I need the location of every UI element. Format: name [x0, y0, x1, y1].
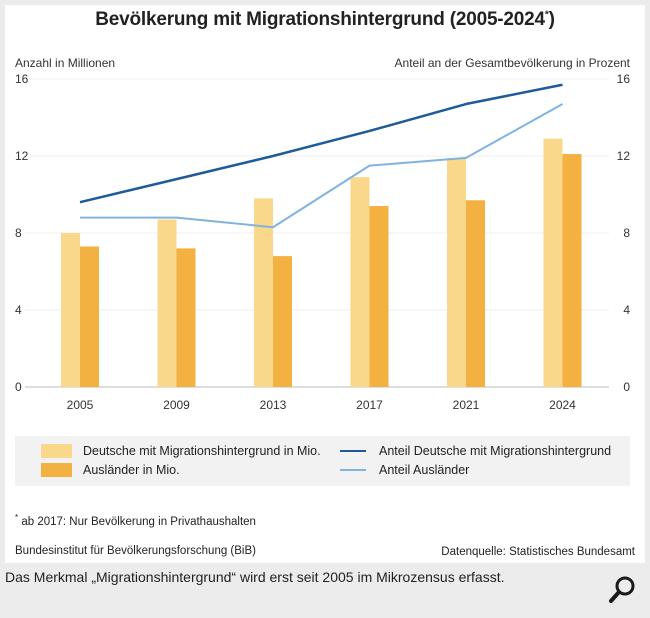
right-axis-title: Anteil an der Gesamtbevölkerung in Proze… [394, 56, 630, 70]
legend-swatch-deutsche [41, 444, 72, 458]
line-anteil-deutsche [79, 83, 563, 204]
magnifier-icon [609, 576, 635, 603]
y-tick-label: 0 [15, 380, 22, 394]
x-tick-label: 2017 [356, 398, 383, 412]
publisher-credit: Bundesinstitut für Bevölkerungsforschung… [15, 545, 256, 557]
bar-deutsche [157, 219, 177, 387]
legend-label-deutsche: Deutsche mit Migrationshintergrund in Mi… [83, 444, 321, 458]
y2-tick-label: 16 [617, 72, 631, 86]
legend-swatch-anteil-auslaender [340, 469, 366, 471]
y2-tick-label: 0 [623, 380, 630, 394]
bar-deutsche [350, 177, 370, 387]
x-tick-label: 2013 [260, 398, 287, 412]
bar-deutsche [254, 198, 273, 387]
legend-item-deutsche: Deutsche mit Migrationshintergrund in Mi… [41, 444, 321, 458]
bar-auslaender [369, 206, 389, 387]
legend-label-anteil-auslaender: Anteil Ausländer [379, 463, 470, 477]
legend-label-anteil-deutsche: Anteil Deutsche mit Migrationshintergrun… [379, 444, 612, 458]
x-tick-label: 2005 [67, 398, 94, 412]
legend: Deutsche mit Migrationshintergrund in Mi… [15, 436, 630, 486]
bar-deutsche [543, 138, 563, 387]
line-anteil-auslaender [80, 103, 563, 229]
title-footnote-marker: * [544, 9, 549, 21]
legend-swatch-auslaender [41, 463, 72, 477]
y2-tick-label: 12 [617, 149, 631, 163]
y-tick-label: 4 [15, 303, 22, 317]
bar-auslaender [562, 154, 582, 387]
footnote: * ab 2017: Nur Bevölkerung in Privathaus… [15, 513, 256, 528]
bar-auslaender [80, 246, 99, 387]
bar-auslaender [466, 200, 485, 387]
legend-item-auslaender: Ausländer in Mio. [41, 463, 180, 477]
chart-title: Bevölkerung mit Migrationshintergrund (2… [95, 9, 555, 30]
y-tick-label: 12 [15, 149, 29, 163]
x-tick-label: 2024 [549, 398, 576, 412]
legend-label-auslaender: Ausländer in Mio. [83, 463, 180, 477]
left-axis-title: Anzahl in Millionen [15, 56, 116, 70]
image-caption: Das Merkmal „Migrationshintergrund“ wird… [5, 569, 505, 585]
bar-deutsche [447, 157, 466, 387]
legend-swatch-anteil-deutsche [340, 450, 366, 452]
data-source: Datenquelle: Statistisches Bundesamt [441, 546, 635, 558]
legend-item-anteil-auslaender: Anteil Ausländer [340, 463, 469, 477]
y2-tick-label: 8 [623, 226, 630, 240]
chart-plot: 0 4 8 12 16 0 4 8 12 16 2005 2009 2013 2017 2021 2024 [15, 72, 631, 412]
legend-item-anteil-deutsche: Anteil Deutsche mit Migrationshintergrun… [340, 444, 611, 458]
x-tick-label: 2009 [163, 398, 190, 412]
y2-tick-label: 4 [623, 303, 630, 317]
bar-auslaender [176, 248, 196, 387]
x-tick-label: 2021 [453, 398, 480, 412]
bar-deutsche [61, 233, 80, 387]
bar-auslaender [273, 256, 292, 387]
zoom-button[interactable] [605, 574, 639, 608]
y-tick-label: 8 [15, 226, 22, 240]
y-tick-label: 16 [15, 72, 29, 86]
